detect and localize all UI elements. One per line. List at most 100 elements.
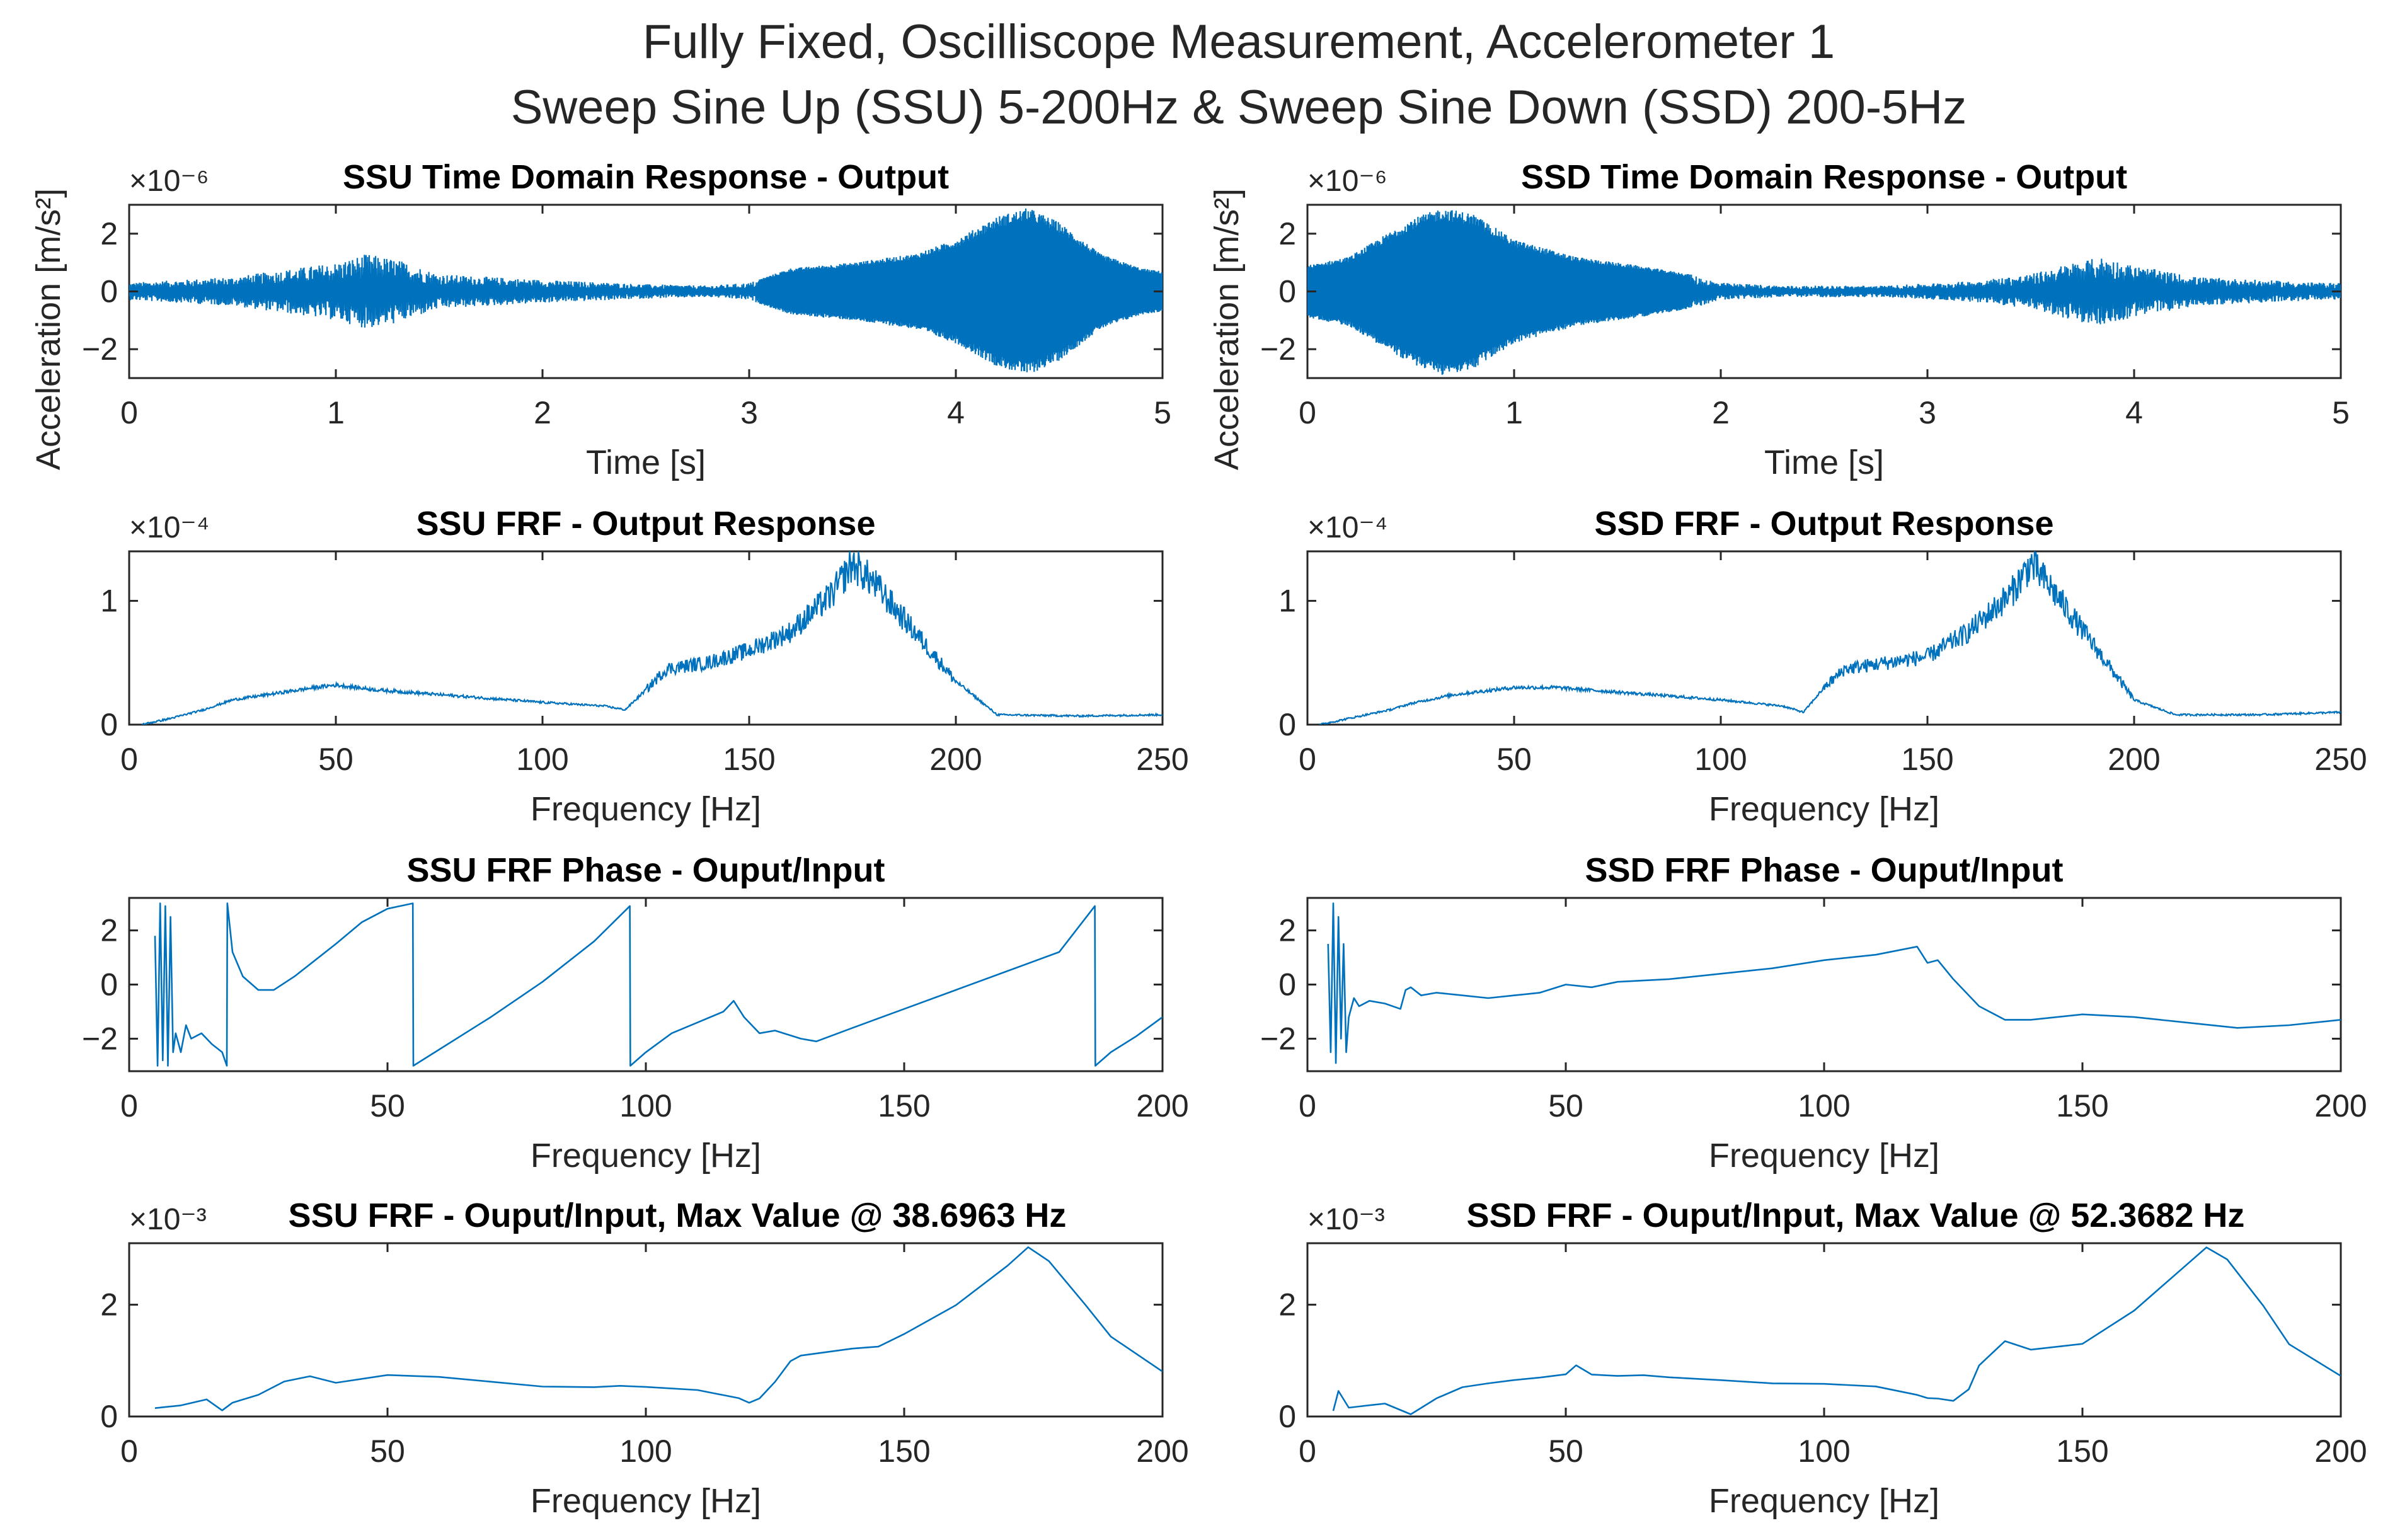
x-tick-label: 2 — [1712, 395, 1730, 430]
subplot-title: SSD FRF - Output Response — [1595, 505, 2054, 543]
y-tick-label: 2 — [100, 1287, 118, 1323]
y-exponent-label: ×10⁻⁴ — [1307, 511, 1387, 544]
y-tick-label: 0 — [1278, 967, 1296, 1003]
y-exponent-label: ×10⁻³ — [129, 1203, 207, 1236]
y-tick-label: −2 — [82, 1021, 118, 1056]
x-tick-label: 50 — [370, 1088, 405, 1123]
x-tick-label: 0 — [120, 1434, 138, 1469]
y-tick-label: 0 — [100, 967, 118, 1003]
x-tick-label: 200 — [1136, 1434, 1188, 1469]
x-tick-label: 1 — [1505, 395, 1523, 430]
x-tick-label: 50 — [318, 742, 353, 777]
series-line — [141, 551, 1163, 725]
x-tick-label: 250 — [2314, 742, 2367, 777]
figure-title-line-2: Sweep Sine Up (SSU) 5-200Hz & Sweep Sine… — [511, 81, 1967, 134]
y-tick-label: 0 — [100, 274, 118, 309]
x-tick-label: 0 — [1299, 395, 1316, 430]
axes-box — [128, 897, 1164, 1072]
x-tick-label: 200 — [929, 742, 982, 777]
y-axis-label: Acceleration [m/s²] — [30, 188, 67, 470]
y-tick-label: 2 — [1278, 1287, 1296, 1323]
x-tick-label: 100 — [1798, 1088, 1850, 1123]
x-tick-label: 5 — [1154, 395, 1171, 430]
x-tick-label: 100 — [1694, 742, 1747, 777]
x-tick-label: 250 — [1136, 742, 1188, 777]
y-tick-label: 0 — [100, 1399, 118, 1434]
x-tick-label: 50 — [1548, 1434, 1583, 1469]
x-tick-label: 0 — [120, 742, 138, 777]
y-tick-label: −2 — [1260, 331, 1296, 367]
x-tick-label: 4 — [947, 395, 965, 430]
subplot-title: SSU FRF Phase - Ouput/Input — [407, 851, 885, 889]
axes-box — [128, 550, 1164, 726]
y-exponent-label: ×10⁻⁶ — [1307, 164, 1387, 198]
x-tick-label: 2 — [534, 395, 551, 430]
x-tick-label: 50 — [1548, 1088, 1583, 1123]
x-tick-label: 100 — [619, 1088, 672, 1123]
y-tick-label: 2 — [1278, 216, 1296, 251]
x-tick-label: 0 — [1299, 742, 1316, 777]
subplot-title: SSD Time Domain Response - Output — [1521, 158, 2127, 196]
x-tick-label: 3 — [1919, 395, 1936, 430]
axes-box — [1306, 897, 2342, 1072]
x-tick-label: 50 — [1496, 742, 1532, 777]
y-exponent-label: ×10⁻⁴ — [129, 511, 209, 544]
y-tick-label: −2 — [1260, 1021, 1296, 1056]
subplot-ssu_frf_ratio: 0 50 100 150 200 0 2 SSU FRF - Ouput/Input, Max… — [100, 1197, 1189, 1520]
x-tick-label: 150 — [2056, 1434, 2108, 1469]
y-tick-label: 0 — [100, 707, 118, 742]
x-axis-label: Time [s] — [586, 444, 706, 481]
subplot-title: SSU Time Domain Response - Output — [343, 158, 949, 196]
x-tick-label: 150 — [2056, 1088, 2108, 1123]
axes-box — [1306, 1242, 2342, 1418]
x-axis-label: Frequency [Hz] — [531, 1482, 761, 1520]
x-tick-label: 4 — [2125, 395, 2143, 430]
subplot-title: SSD FRF - Ouput/Input, Max Value @ 52.36… — [1467, 1197, 2245, 1234]
x-axis-label: Time [s] — [1764, 444, 1884, 481]
y-tick-label: −2 — [82, 331, 118, 367]
y-exponent-label: ×10⁻³ — [1307, 1203, 1385, 1236]
x-tick-label: 200 — [2314, 1088, 2367, 1123]
x-axis-label: Frequency [Hz] — [531, 1137, 761, 1175]
series-line — [1319, 551, 2341, 725]
y-tick-label: 0 — [1278, 1399, 1296, 1434]
x-tick-label: 200 — [1136, 1088, 1188, 1123]
x-tick-label: 150 — [723, 742, 775, 777]
axes-box — [128, 1242, 1164, 1418]
x-tick-label: 3 — [740, 395, 758, 430]
y-tick-label: 0 — [1278, 274, 1296, 309]
axes-box — [1306, 550, 2342, 726]
subplot-ssd_frf_out: 0 50 100 150 200 250 0 1 SSD FRF - Output Respon… — [1278, 505, 2367, 828]
y-tick-label: 2 — [100, 913, 118, 948]
series-line — [1307, 210, 2341, 375]
x-axis-label: Frequency [Hz] — [1709, 790, 1939, 828]
x-tick-label: 0 — [120, 1088, 138, 1123]
y-tick-label: 1 — [100, 583, 118, 619]
series-line — [1327, 902, 2341, 1064]
x-tick-label: 150 — [878, 1434, 930, 1469]
subplot-ssu_frf_out: 0 50 100 150 200 250 0 1 SSU FRF - Output Respon… — [100, 505, 1189, 828]
x-tick-label: 100 — [516, 742, 568, 777]
x-tick-label: 100 — [1798, 1434, 1850, 1469]
figure-title-line-1: Fully Fixed, Oscilliscope Measurement, A… — [643, 15, 1835, 69]
x-tick-label: 150 — [878, 1088, 930, 1123]
series-line — [154, 1246, 1163, 1411]
x-tick-label: 0 — [120, 395, 138, 430]
subplot-title: SSU FRF - Ouput/Input, Max Value @ 38.69… — [289, 1197, 1067, 1234]
x-axis-label: Frequency [Hz] — [1709, 1482, 1939, 1520]
y-tick-label: 2 — [100, 216, 118, 251]
x-tick-label: 1 — [327, 395, 345, 430]
series-line — [129, 208, 1163, 372]
subplot-title: SSU FRF - Output Response — [416, 505, 876, 543]
x-tick-label: 50 — [370, 1434, 405, 1469]
x-tick-label: 100 — [619, 1434, 672, 1469]
x-tick-label: 5 — [2332, 395, 2350, 430]
y-axis-label: Acceleration [m/s²] — [1208, 188, 1246, 470]
x-tick-label: 150 — [1901, 742, 1953, 777]
